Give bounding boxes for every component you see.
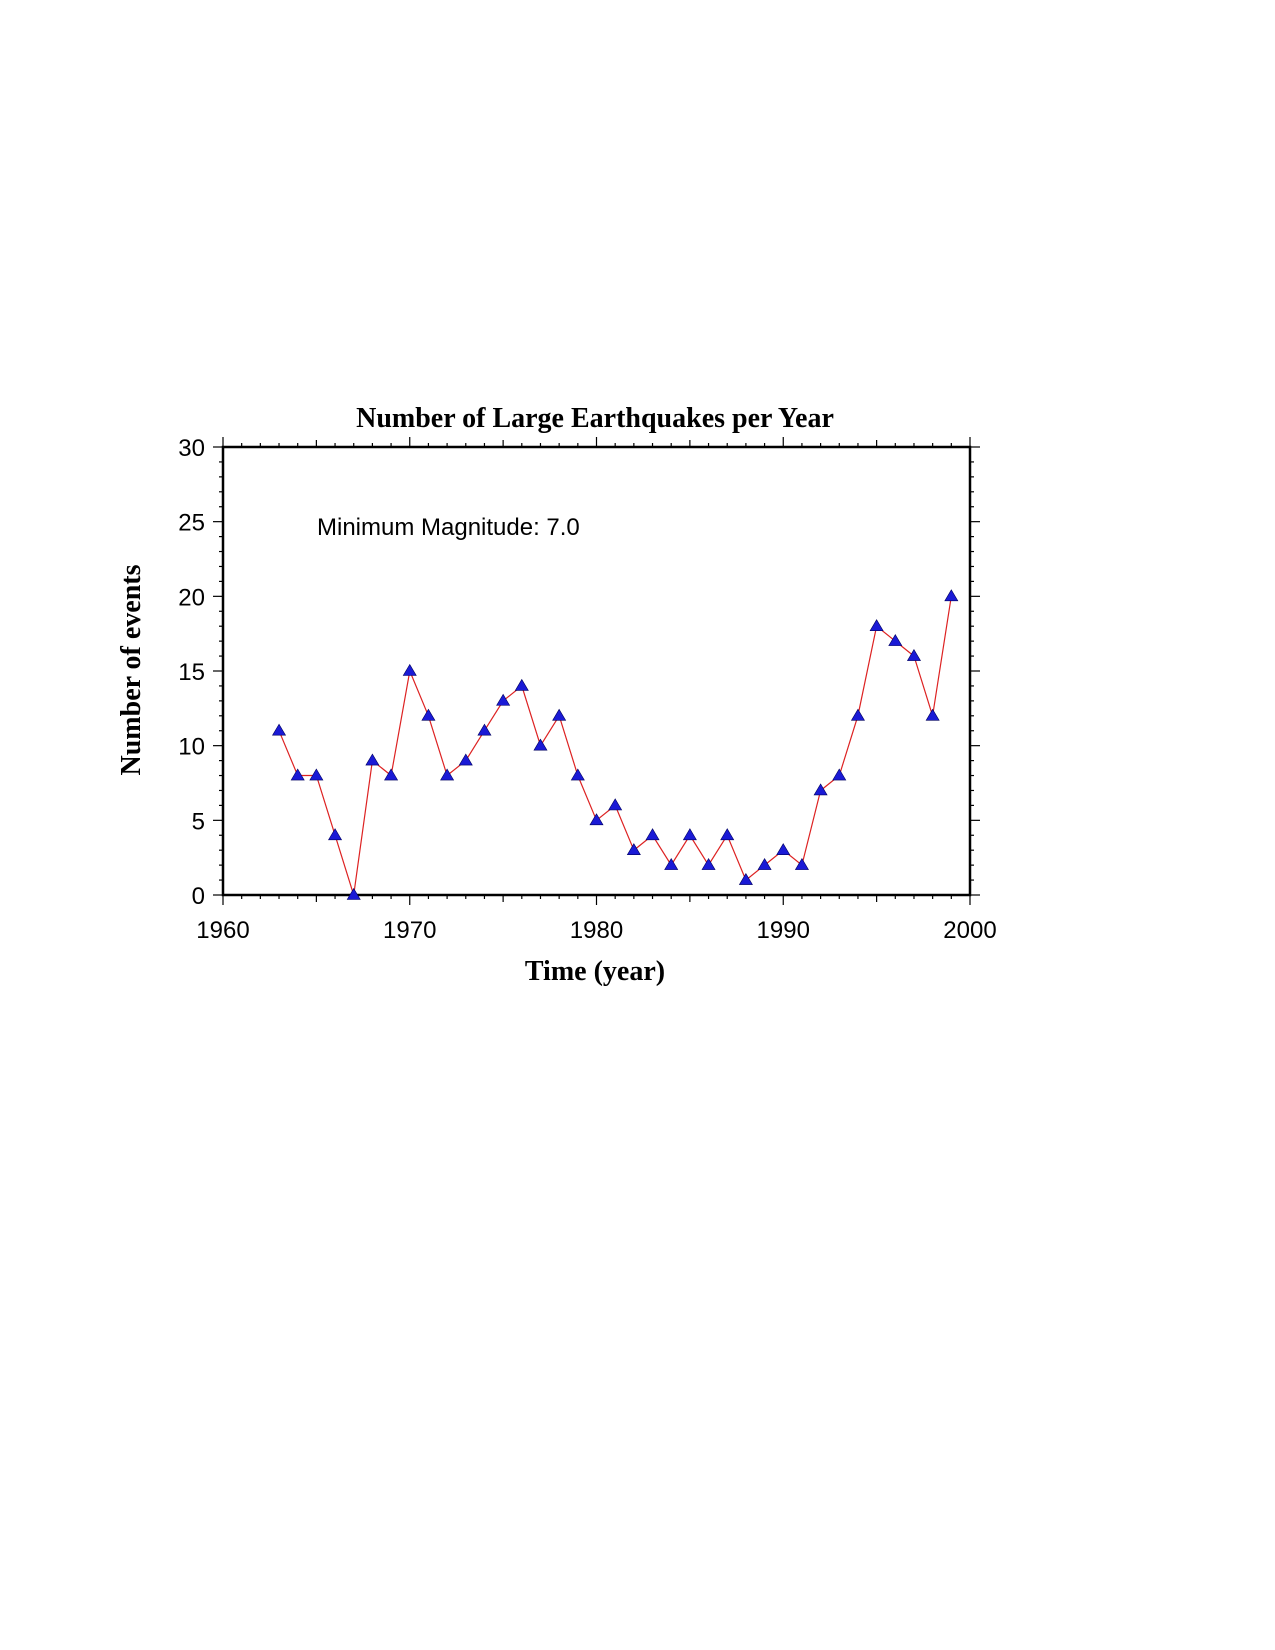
axis-ticks: 1960 1970 1980 1990 2000 0 5 10 15 20 25 30 <box>178 435 996 944</box>
y-tick-label: 5 <box>192 808 205 835</box>
data-point-marker <box>738 872 753 885</box>
x-tick-label: 2000 <box>943 917 996 944</box>
y-tick-label: 10 <box>178 734 205 761</box>
x-tick-label: 1980 <box>570 917 623 944</box>
data-point-marker <box>626 843 641 856</box>
series-line <box>278 596 952 896</box>
y-axis-label: Number of events <box>116 564 147 775</box>
data-point-marker <box>645 828 660 841</box>
data-point-marker <box>925 708 940 721</box>
data-point-marker <box>440 768 455 781</box>
data-point-marker <box>365 753 380 766</box>
data-point-marker <box>944 589 959 602</box>
data-point-marker <box>271 723 287 736</box>
data-series <box>271 589 959 900</box>
data-point-marker <box>776 843 791 856</box>
data-point-marker <box>701 858 716 870</box>
min-magnitude-annotation: Minimum Magnitude: 7.0 <box>317 514 580 541</box>
data-point-marker <box>757 858 772 870</box>
data-point-marker <box>458 753 473 766</box>
data-point-marker <box>477 723 492 736</box>
data-point-marker <box>402 663 417 676</box>
data-point-marker <box>328 828 343 841</box>
data-point-marker <box>813 783 828 796</box>
data-point-marker <box>850 708 865 721</box>
data-point-marker <box>384 768 399 781</box>
data-point-marker <box>869 619 884 632</box>
chart-title: Number of Large Earthquakes per Year <box>356 403 834 434</box>
data-point-marker <box>533 738 548 751</box>
y-tick-label: 20 <box>178 584 205 611</box>
data-point-marker <box>608 798 623 811</box>
data-point-marker <box>290 768 305 781</box>
data-point-marker <box>421 708 436 721</box>
data-point-marker <box>794 858 809 870</box>
data-point-marker <box>906 648 922 661</box>
x-tick-label: 1990 <box>757 917 810 944</box>
data-point-marker <box>832 768 847 781</box>
x-tick-label: 1960 <box>196 917 249 944</box>
y-tick-label: 15 <box>178 659 205 686</box>
data-point-marker <box>682 828 697 841</box>
data-point-marker <box>514 678 529 691</box>
data-point-marker <box>589 813 604 826</box>
data-point-marker <box>664 858 679 870</box>
data-point-marker <box>720 828 735 841</box>
x-tick-label: 1970 <box>383 917 436 944</box>
data-point-marker <box>570 768 585 781</box>
y-tick-label: 0 <box>192 883 205 910</box>
data-point-marker <box>346 887 361 900</box>
data-point-marker <box>309 768 324 781</box>
x-axis-label: Time (year) <box>525 956 665 987</box>
data-point-marker <box>496 693 511 706</box>
y-tick-label: 25 <box>178 510 205 537</box>
y-tick-label: 30 <box>178 435 205 462</box>
data-point-marker <box>552 708 567 721</box>
data-point-marker <box>888 634 903 646</box>
